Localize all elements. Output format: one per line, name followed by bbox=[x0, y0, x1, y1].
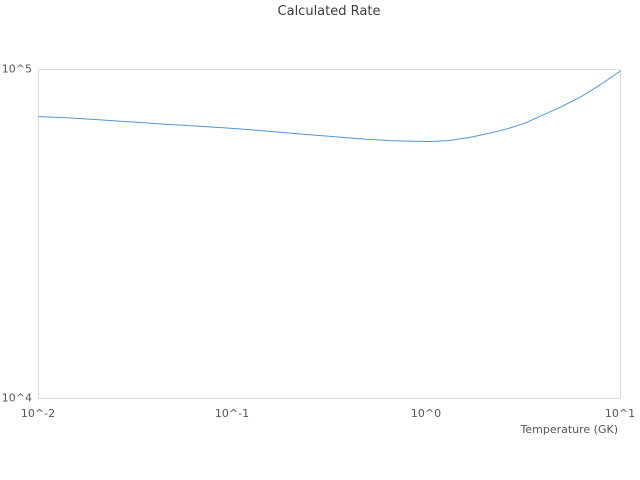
x-axis-tick-label: 10^1 bbox=[604, 407, 636, 420]
y-axis-tick-label: 10^4 bbox=[1, 391, 32, 405]
rate-line bbox=[38, 70, 621, 142]
x-axis-title: Temperature (GK) bbox=[520, 423, 619, 436]
plot-border bbox=[38, 69, 621, 399]
chart-title: Calculated Rate bbox=[277, 4, 381, 19]
plot-area bbox=[38, 69, 621, 399]
x-axis-tick-label: 10^-2 bbox=[20, 407, 56, 420]
y-axis-tick-label: 10^5 bbox=[1, 62, 32, 76]
x-axis-tick-label: 10^-1 bbox=[214, 407, 250, 420]
x-axis-tick-label: 10^0 bbox=[410, 407, 442, 420]
